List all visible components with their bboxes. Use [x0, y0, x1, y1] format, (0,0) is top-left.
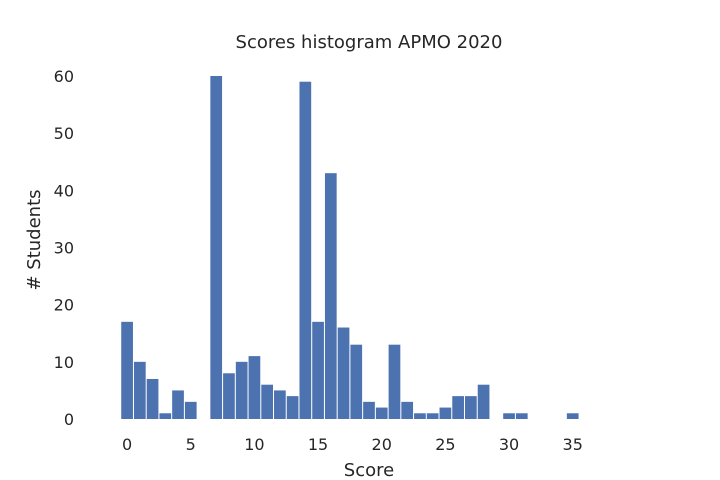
x-axis-ticks: 0 5 10 15 20 25 30 35	[122, 435, 583, 454]
histogram-bar-score-1	[133, 361, 146, 419]
y-tick-label: 50	[54, 124, 74, 143]
y-axis-ticks: 0 10 20 30 40 50 60	[54, 67, 74, 429]
histogram-bar-score-3	[159, 413, 172, 419]
histogram-bar-score-7	[210, 76, 223, 419]
histogram-bar-score-0	[121, 321, 133, 419]
y-tick-label: 10	[54, 353, 74, 372]
x-axis-label: Score	[344, 460, 394, 480]
histogram-bar-score-9	[235, 361, 248, 419]
histogram-bar-score-13	[286, 396, 299, 419]
x-tick-label: 5	[186, 435, 196, 454]
histogram-bar-score-5	[184, 401, 197, 419]
histogram-bar-score-19	[363, 401, 375, 419]
histogram-bar-score-31	[515, 413, 528, 419]
x-tick-label: 0	[122, 435, 132, 454]
histogram-bar-score-25	[439, 407, 452, 419]
histogram-bar-score-16	[324, 173, 337, 419]
x-tick-label: 35	[563, 435, 583, 454]
y-tick-label: 0	[64, 410, 74, 429]
y-tick-label: 40	[54, 181, 74, 200]
histogram-bar-score-30	[503, 413, 515, 419]
y-axis-label: # Students	[24, 189, 45, 290]
bars-group	[121, 76, 579, 419]
histogram-bar-score-15	[312, 321, 324, 419]
histogram-bar-score-11	[261, 384, 273, 419]
x-tick-label: 20	[372, 435, 392, 454]
histogram-bar-score-4	[172, 390, 184, 419]
histogram-bar-score-24	[426, 413, 439, 419]
histogram-bar-score-28	[477, 384, 490, 419]
histogram-bar-score-20	[375, 407, 388, 419]
histogram-bar-score-8	[223, 373, 235, 419]
histogram-bar-score-26	[452, 396, 464, 419]
histogram-bar-score-18	[350, 344, 363, 419]
x-tick-label: 10	[244, 435, 264, 454]
histogram-bar-score-27	[465, 396, 477, 419]
histogram-bar-score-17	[337, 327, 350, 419]
histogram-bar-score-21	[388, 344, 401, 419]
histogram-bar-score-23	[414, 413, 426, 419]
x-tick-label: 25	[435, 435, 455, 454]
y-tick-label: 20	[54, 296, 74, 315]
x-tick-label: 15	[308, 435, 328, 454]
histogram-bar-score-35	[566, 413, 579, 419]
histogram-bar-score-22	[401, 401, 414, 419]
histogram-bar-score-2	[146, 378, 159, 419]
histogram-bar-score-10	[248, 356, 261, 419]
y-tick-label: 60	[54, 67, 74, 86]
histogram-bar-score-14	[299, 81, 312, 419]
histogram-bar-score-12	[274, 390, 286, 419]
y-tick-label: 30	[54, 239, 74, 258]
x-tick-label: 30	[499, 435, 519, 454]
chart-title: Scores histogram APMO 2020	[236, 32, 503, 53]
